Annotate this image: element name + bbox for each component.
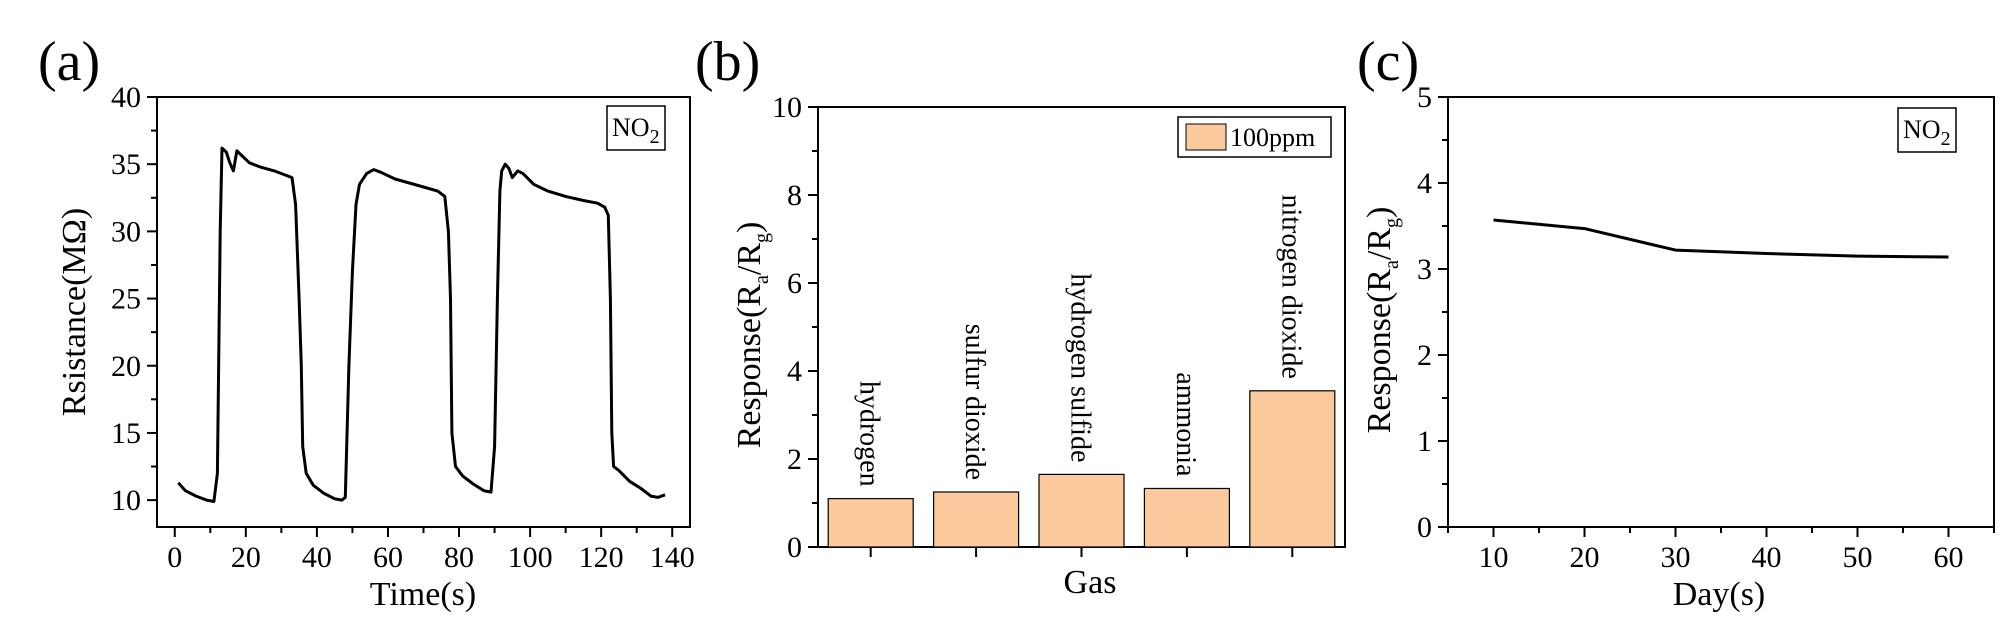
bar-hydrogen	[827, 498, 914, 548]
legend-swatch	[1185, 123, 1227, 151]
panel-c-annotation: NO2	[1903, 115, 1951, 150]
panel-b-ylabel-sub-g: g	[751, 233, 773, 243]
panel-b-ylabel-main: Response(R	[731, 284, 768, 449]
panel-a: (a) 0 20 40 60 80 100 120 140 10 15 20 25 30 35 40 NO2…	[38, 31, 695, 613]
bar-label: ammonia	[1170, 372, 1201, 477]
panel-c-xtick-label: 60	[1934, 541, 1964, 574]
bar-hydrogen-sulfide	[1038, 473, 1125, 548]
panel-b-ytick-label: 6	[787, 267, 802, 300]
panel-c-annotation-box	[1897, 107, 1957, 153]
panel-c-ylabel-close: )	[1361, 207, 1398, 218]
panel-b-ytick-label: 10	[772, 91, 802, 124]
panel-c-ylabel-sub-a: a	[1381, 260, 1403, 269]
panel-a-xtick-label: 0	[167, 541, 182, 574]
panel-b-label: (b)	[695, 31, 760, 93]
panel-a-ytick-label: 30	[111, 215, 141, 248]
panel-a-ytick-label: 10	[111, 484, 141, 517]
panel-a-ytick-label: 40	[111, 81, 141, 114]
panel-b-ylabel-close: )	[731, 222, 768, 233]
panel-c-xtick-label: 10	[1479, 541, 1509, 574]
panel-c-ylabel: Response(Ra/Rg)	[1361, 207, 1403, 434]
panel-a-annotation-main: NO	[612, 113, 650, 142]
panel-c-ytick-label: 3	[1417, 253, 1432, 286]
panel-c-ytick-label: 1	[1417, 425, 1432, 458]
bar-label: hydrogen	[854, 381, 885, 487]
panel-a-annotation-sub: 2	[650, 126, 660, 148]
panel-a-annotation-box	[606, 105, 666, 151]
panel-a-xlabel: Time(s)	[370, 576, 476, 613]
panel-a-ytick-label: 20	[111, 350, 141, 383]
panel-b-ytick-label: 4	[787, 355, 802, 388]
panel-a-xtick-label: 140	[650, 541, 695, 574]
panel-a-ytick-label: 25	[111, 283, 141, 316]
panel-b-ytick-label: 0	[787, 531, 802, 564]
panel-b-ylabel: Response(Ra/Rg)	[731, 222, 773, 449]
panel-a-xtick-label: 80	[444, 541, 474, 574]
panel-c-ytick-label: 4	[1417, 167, 1432, 200]
panel-c-label: (c)	[1357, 31, 1419, 93]
legend-label: 100ppm	[1230, 123, 1315, 152]
response-series-line	[1493, 218, 1949, 259]
bar-label: sulfur dioxide	[959, 324, 990, 480]
panel-a-xtick-label: 120	[579, 541, 624, 574]
panel-c-xtick-label: 50	[1843, 541, 1873, 574]
resistance-series-line	[177, 146, 666, 503]
panel-b: (b) 0 2 4 6 8 10 hydrogen sulfur dioxide hydrog…	[695, 31, 1346, 601]
panel-a-xtick-label: 20	[231, 541, 261, 574]
panel-a-xtick-label: 60	[373, 541, 403, 574]
panel-c-annotation-main: NO	[1903, 115, 1941, 144]
bar-sulfur-dioxide	[932, 491, 1020, 548]
panel-a-ylabel: Rsistance(MΩ)	[56, 208, 93, 416]
panel-b-xlabel: Gas	[1064, 564, 1117, 601]
panel-c-ylabel-slash: /	[1361, 250, 1398, 260]
panel-c-ytick-label: 5	[1417, 81, 1432, 114]
panel-c-xlabel: Day(s)	[1673, 576, 1766, 613]
panel-c-ytick-label: 0	[1417, 511, 1432, 544]
bar-ammonia	[1143, 487, 1231, 548]
panel-a-xtick-label: 40	[302, 541, 332, 574]
bar-label: hydrogen sulfide	[1065, 273, 1096, 462]
bar-label: nitrogen dioxide	[1275, 195, 1306, 379]
panel-c-frame	[1447, 96, 1995, 528]
panel-c-annotation-sub: 2	[1941, 128, 1951, 150]
panel-a-ytick-label: 35	[111, 148, 141, 181]
panel-c-ylabel-sub-g: g	[1381, 218, 1403, 228]
panel-a-ytick-label: 15	[111, 417, 141, 450]
panel-a-label: (a)	[38, 31, 100, 93]
panel-a-annotation: NO2	[612, 113, 660, 148]
panel-c-xtick-label: 30	[1661, 541, 1691, 574]
panel-b-ylabel-sub-a: a	[751, 275, 773, 284]
panel-b-ytick-label: 8	[787, 179, 802, 212]
panel-b-ytick-label: 2	[787, 443, 802, 476]
panel-c-ytick-label: 2	[1417, 339, 1432, 372]
bar-nitrogen-dioxide	[1249, 390, 1336, 548]
panel-c-xtick-label: 40	[1752, 541, 1782, 574]
panel-b-ylabel-slash: /	[731, 265, 768, 275]
panel-c-xtick-label: 20	[1570, 541, 1600, 574]
panel-a-xtick-label: 100	[508, 541, 553, 574]
panel-c-ylabel-main: Response(R	[1361, 269, 1398, 434]
